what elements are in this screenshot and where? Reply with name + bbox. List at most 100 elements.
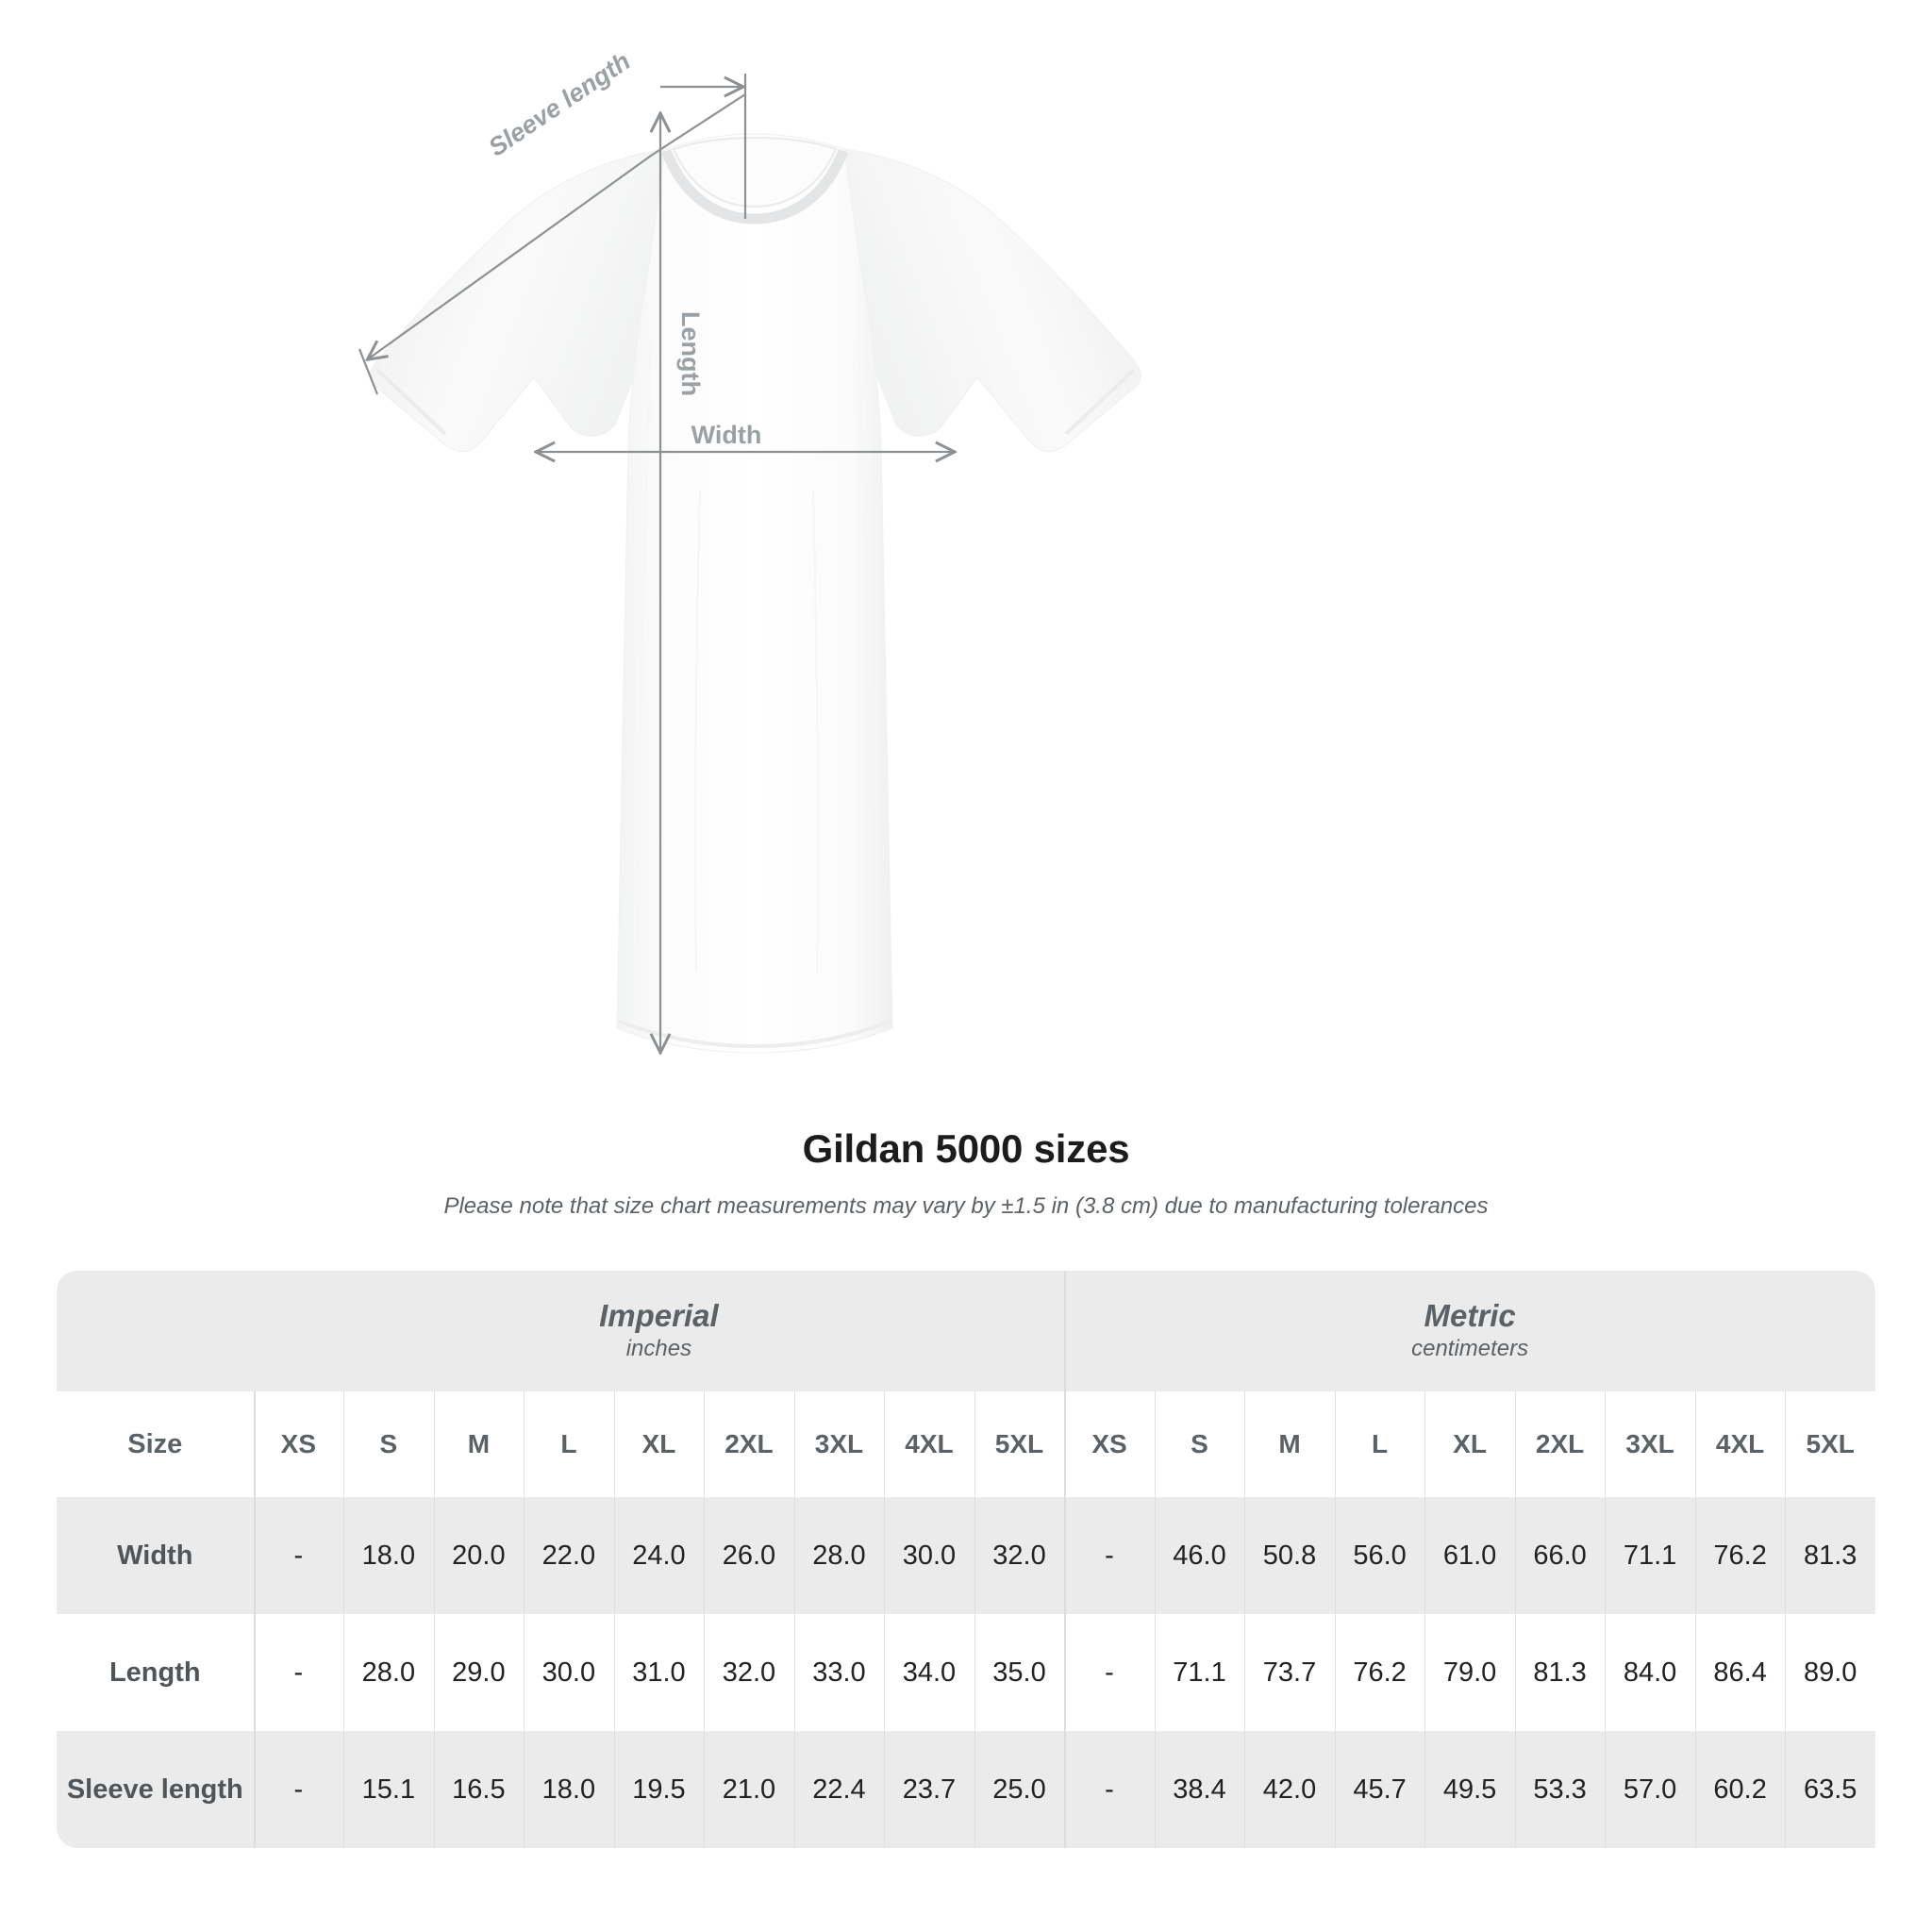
left-sleeve-hem bbox=[375, 368, 447, 436]
cell-sleeve-length-s-imperial: 15.1 bbox=[343, 1731, 434, 1848]
size-header-3xl-imperial: 3XL bbox=[793, 1391, 885, 1497]
cell-length-s-imperial: 28.0 bbox=[343, 1614, 434, 1731]
size-chart-table: Imperial inches Metric centimeters Size XS S M L… bbox=[57, 1271, 1875, 1848]
size-chart-table-wrapper: Imperial inches Metric centimeters Size XS S M L… bbox=[57, 1271, 1875, 1848]
cell-sleeve-length-5xl-metric: 63.5 bbox=[1785, 1731, 1875, 1848]
size-header-xl-metric: XL bbox=[1424, 1391, 1515, 1497]
width-label: Width bbox=[691, 421, 762, 449]
table-row: Sleeve length -15.1 16.5 18.0 19.5 21.0 22.4 23… bbox=[57, 1731, 1875, 1848]
cell-width-2xl-imperial: 26.0 bbox=[704, 1497, 794, 1614]
length-label: Length bbox=[676, 311, 705, 396]
size-header-row: Size XS S M L XL 2XL 3XL 4XL 5XL XS S M L XL 2XL 3XL 4XL 5… bbox=[57, 1391, 1875, 1497]
cell-sleeve-length-2xl-imperial: 21.0 bbox=[704, 1731, 794, 1848]
cell-width-5xl-metric: 81.3 bbox=[1785, 1497, 1875, 1614]
row-label-sleeve-length: Sleeve length bbox=[57, 1731, 254, 1848]
cell-sleeve-length-s-metric: 38.4 bbox=[1154, 1731, 1245, 1848]
cell-width-2xl-metric: 66.0 bbox=[1514, 1497, 1606, 1614]
cell-length-xl-imperial: 31.0 bbox=[613, 1614, 705, 1731]
cell-length-2xl-imperial: 32.0 bbox=[704, 1614, 794, 1731]
cell-width-xs-metric: - bbox=[1064, 1497, 1155, 1614]
size-header-4xl-imperial: 4XL bbox=[884, 1391, 974, 1497]
cell-width-xl-imperial: 24.0 bbox=[613, 1497, 705, 1614]
cell-length-s-metric: 71.1 bbox=[1154, 1614, 1245, 1731]
cell-width-s-metric: 46.0 bbox=[1154, 1497, 1245, 1614]
size-header-xl-imperial: XL bbox=[613, 1391, 705, 1497]
cell-sleeve-length-2xl-metric: 53.3 bbox=[1514, 1731, 1606, 1848]
size-header-2xl-imperial: 2XL bbox=[704, 1391, 794, 1497]
cell-length-l-metric: 76.2 bbox=[1334, 1614, 1425, 1731]
cell-sleeve-length-xl-metric: 49.5 bbox=[1424, 1731, 1515, 1848]
size-header-xs-metric: XS bbox=[1064, 1391, 1155, 1497]
unit-group-metric: Metric centimeters bbox=[1064, 1271, 1875, 1391]
tshirt-diagram: Sleeve length Length Width bbox=[358, 46, 1141, 1113]
unit-banner-spacer bbox=[57, 1271, 254, 1391]
cell-length-4xl-imperial: 34.0 bbox=[884, 1614, 974, 1731]
cell-width-s-imperial: 18.0 bbox=[343, 1497, 434, 1614]
unit-group-subtitle: centimeters bbox=[1411, 1335, 1529, 1361]
tolerance-note: Please note that size chart measurements… bbox=[443, 1193, 1489, 1220]
chart-heading: Gildan 5000 sizes Please note that size … bbox=[0, 1126, 1932, 1221]
cell-width-4xl-metric: 76.2 bbox=[1694, 1497, 1786, 1614]
cell-width-4xl-imperial: 30.0 bbox=[884, 1497, 974, 1614]
unit-banner-row: Imperial inches Metric centimeters bbox=[57, 1271, 1875, 1391]
cell-length-xl-metric: 79.0 bbox=[1424, 1614, 1515, 1731]
tshirt-garment bbox=[370, 133, 1141, 1054]
cell-width-3xl-imperial: 28.0 bbox=[793, 1497, 885, 1614]
page-title: Gildan 5000 sizes bbox=[802, 1126, 1130, 1171]
size-header-l-metric: L bbox=[1334, 1391, 1425, 1497]
tshirt-body bbox=[616, 133, 893, 1054]
cell-sleeve-length-3xl-metric: 57.0 bbox=[1605, 1731, 1695, 1848]
column-header-size: Size bbox=[57, 1391, 254, 1497]
cell-sleeve-length-l-imperial: 18.0 bbox=[524, 1731, 614, 1848]
cell-length-2xl-metric: 81.3 bbox=[1514, 1614, 1606, 1731]
cell-sleeve-length-xs-imperial: - bbox=[253, 1731, 344, 1848]
size-header-3xl-metric: 3XL bbox=[1605, 1391, 1695, 1497]
cell-sleeve-length-xl-imperial: 19.5 bbox=[613, 1731, 705, 1848]
cell-sleeve-length-4xl-imperial: 23.7 bbox=[884, 1731, 974, 1848]
right-sleeve bbox=[843, 148, 1141, 453]
size-header-xs-imperial: XS bbox=[253, 1391, 344, 1497]
cell-length-5xl-imperial: 35.0 bbox=[974, 1614, 1065, 1731]
cell-width-3xl-metric: 71.1 bbox=[1605, 1497, 1695, 1614]
cell-length-3xl-imperial: 33.0 bbox=[793, 1614, 885, 1731]
cell-length-xs-imperial: - bbox=[253, 1614, 344, 1731]
collar bbox=[660, 148, 849, 225]
fabric-folds bbox=[637, 339, 873, 973]
cell-width-xl-metric: 61.0 bbox=[1424, 1497, 1515, 1614]
unit-group-imperial: Imperial inches bbox=[253, 1271, 1065, 1391]
cell-width-l-metric: 56.0 bbox=[1334, 1497, 1425, 1614]
size-header-2xl-metric: 2XL bbox=[1514, 1391, 1606, 1497]
row-label-length: Length bbox=[57, 1614, 254, 1731]
cell-width-5xl-imperial: 32.0 bbox=[974, 1497, 1065, 1614]
size-header-m-imperial: M bbox=[433, 1391, 525, 1497]
size-header-m-metric: M bbox=[1244, 1391, 1335, 1497]
size-header-s-metric: S bbox=[1154, 1391, 1245, 1497]
cell-width-l-imperial: 22.0 bbox=[524, 1497, 614, 1614]
row-label-width: Width bbox=[57, 1497, 254, 1614]
cell-length-m-imperial: 29.0 bbox=[433, 1614, 525, 1731]
unit-group-name: Metric bbox=[1424, 1297, 1516, 1333]
neck-opening bbox=[672, 136, 838, 208]
cell-sleeve-length-5xl-imperial: 25.0 bbox=[974, 1731, 1065, 1848]
size-header-l-imperial: L bbox=[524, 1391, 614, 1497]
cell-length-5xl-metric: 89.0 bbox=[1785, 1614, 1875, 1731]
cell-length-3xl-metric: 84.0 bbox=[1605, 1614, 1695, 1731]
cell-length-m-metric: 73.7 bbox=[1244, 1614, 1335, 1731]
cell-sleeve-length-l-metric: 45.7 bbox=[1334, 1731, 1425, 1848]
cell-sleeve-length-xs-metric: - bbox=[1064, 1731, 1155, 1848]
tshirt-illustration: Sleeve length Length Width bbox=[358, 46, 1141, 1113]
cell-sleeve-length-m-metric: 42.0 bbox=[1244, 1731, 1335, 1848]
cell-sleeve-length-4xl-metric: 60.2 bbox=[1694, 1731, 1786, 1848]
size-header-5xl-metric: 5XL bbox=[1785, 1391, 1875, 1497]
right-sleeve-hem bbox=[1064, 368, 1136, 436]
cell-length-l-imperial: 30.0 bbox=[524, 1614, 614, 1731]
cell-width-xs-imperial: - bbox=[253, 1497, 344, 1614]
cell-width-m-metric: 50.8 bbox=[1244, 1497, 1335, 1614]
table-row: Width -18.0 20.0 22.0 24.0 26.0 28.0 30.0 32.0-4… bbox=[57, 1497, 1875, 1614]
table-row: Length -28.0 29.0 30.0 31.0 32.0 33.0 34.0 35.0-… bbox=[57, 1614, 1875, 1731]
sleeve-length-label: Sleeve length bbox=[483, 46, 635, 161]
size-header-s-imperial: S bbox=[343, 1391, 434, 1497]
size-header-4xl-metric: 4XL bbox=[1694, 1391, 1786, 1497]
unit-group-subtitle: inches bbox=[625, 1335, 692, 1361]
cell-width-m-imperial: 20.0 bbox=[433, 1497, 525, 1614]
